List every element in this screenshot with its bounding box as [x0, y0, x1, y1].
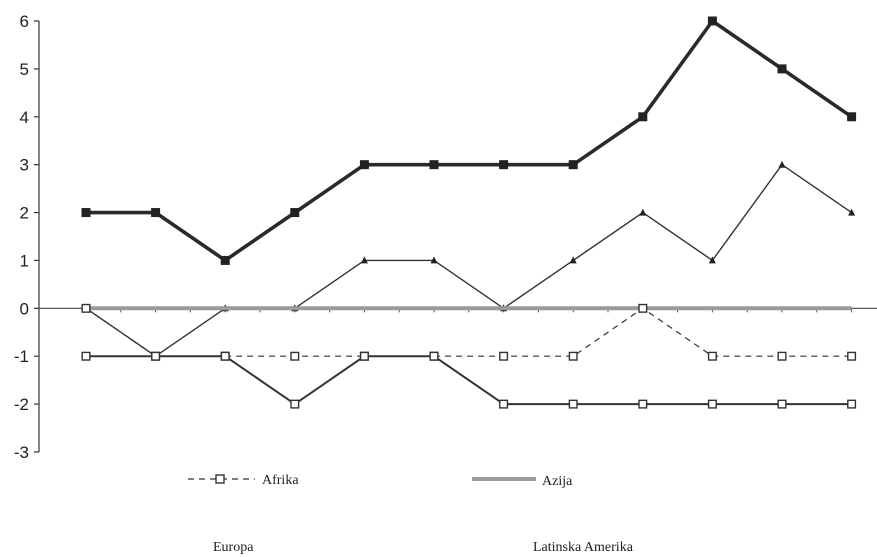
chart-legend: Afrika Azija — [188, 473, 573, 489]
data-point — [777, 351, 787, 361]
data-point — [638, 399, 648, 409]
data-point — [499, 160, 509, 170]
data-point — [81, 351, 91, 361]
y-tick-label: 0 — [20, 299, 29, 318]
y-tick-label: 5 — [20, 60, 29, 79]
data-point — [290, 351, 300, 361]
bottom-label-latinska-amerika: Latinska Amerika — [533, 540, 634, 555]
y-tick-label: 2 — [20, 204, 29, 223]
data-point — [847, 351, 857, 361]
series-line — [86, 19, 853, 263]
data-point — [847, 399, 857, 409]
y-tick-label: -2 — [14, 395, 29, 414]
data-point — [848, 208, 856, 216]
y-tick-label: 6 — [20, 12, 29, 31]
data-point — [429, 351, 439, 361]
series-line — [85, 307, 852, 357]
y-tick-label: -3 — [14, 443, 29, 462]
legend-afrika-label: Afrika — [262, 473, 299, 488]
data-point — [639, 208, 647, 216]
data-point — [847, 112, 857, 122]
y-tick-label: 1 — [20, 251, 29, 270]
data-point — [290, 399, 300, 409]
y-axis-ticks: -3 -2 -1 0 1 2 3 4 5 6 — [14, 12, 39, 462]
data-point — [220, 255, 230, 265]
data-point — [81, 303, 91, 313]
bottom-label-europa: Europa — [213, 540, 254, 555]
data-point — [568, 399, 578, 409]
legend-azija-label: Azija — [542, 474, 573, 489]
y-tick-label: 4 — [20, 108, 29, 127]
data-point — [151, 208, 161, 218]
data-point — [708, 256, 716, 264]
data-point — [430, 256, 438, 264]
chart-axes — [38, 21, 877, 452]
series-3 — [81, 303, 857, 361]
legend-afrika-marker — [215, 474, 225, 484]
data-point — [499, 399, 509, 409]
series-1 — [82, 160, 856, 360]
data-point — [359, 351, 369, 361]
series-4 — [81, 351, 857, 409]
data-point — [359, 160, 369, 170]
data-point — [360, 256, 368, 264]
data-point — [499, 351, 509, 361]
data-point — [638, 303, 648, 313]
chart-series — [81, 16, 857, 409]
data-point — [568, 160, 578, 170]
y-tick-label: 3 — [20, 156, 29, 175]
data-point — [220, 351, 230, 361]
data-point — [151, 351, 161, 361]
y-tick-label: -1 — [14, 347, 29, 366]
data-point — [777, 64, 787, 74]
data-point — [429, 160, 439, 170]
data-point — [707, 351, 717, 361]
data-point — [778, 160, 786, 168]
data-point — [81, 208, 91, 218]
data-point — [568, 351, 578, 361]
data-point — [290, 208, 300, 218]
data-point — [638, 112, 648, 122]
data-point — [707, 399, 717, 409]
series-line — [85, 163, 852, 357]
data-point — [569, 256, 577, 264]
bottom-labels: Europa Latinska Amerika — [213, 540, 634, 555]
data-point — [777, 399, 787, 409]
data-point — [707, 16, 717, 26]
series-0 — [81, 16, 857, 265]
series-line — [86, 355, 852, 406]
